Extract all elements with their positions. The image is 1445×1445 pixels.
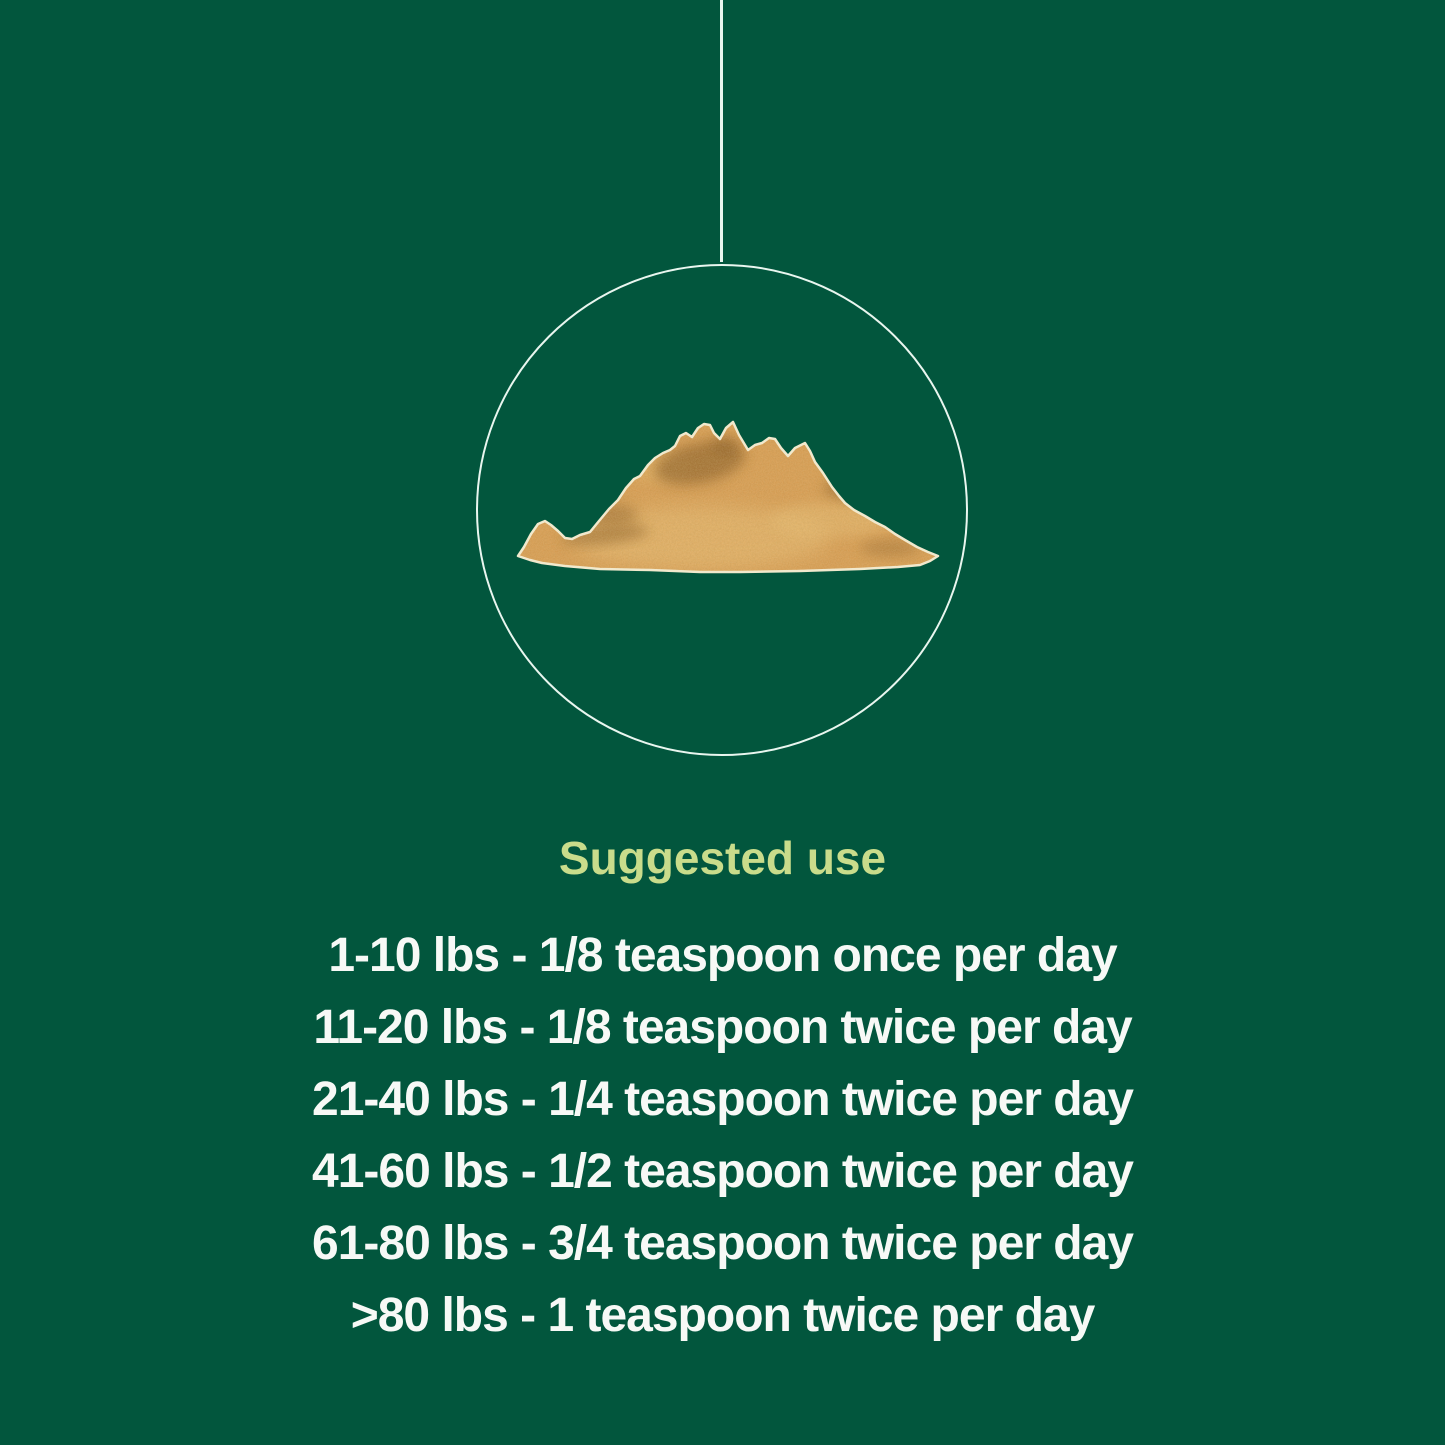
dosage-line-2: 11-20 lbs - 1/8 teaspoon twice per day: [313, 1001, 1132, 1054]
dosage-line-5: 61-80 lbs - 3/4 teaspoon twice per day: [312, 1217, 1134, 1270]
spotlight-circle: [476, 264, 968, 756]
powder-pile-image: [516, 420, 940, 574]
pointer-line: [720, 0, 723, 262]
dosage-line-6: >80 lbs - 1 teaspoon twice per day: [350, 1289, 1096, 1342]
suggested-use-heading: Suggested use: [558, 832, 887, 884]
dosage-line-3: 21-40 lbs - 1/4 teaspoon twice per day: [312, 1073, 1134, 1126]
dosage-line-1: 1-10 lbs - 1/8 teaspoon once per day: [328, 929, 1117, 982]
dosage-line-4: 41-60 lbs - 1/2 teaspoon twice per day: [312, 1145, 1134, 1198]
dosage-instructions: 1-10 lbs - 1/8 teaspoon once per day 11-…: [0, 920, 1445, 1352]
